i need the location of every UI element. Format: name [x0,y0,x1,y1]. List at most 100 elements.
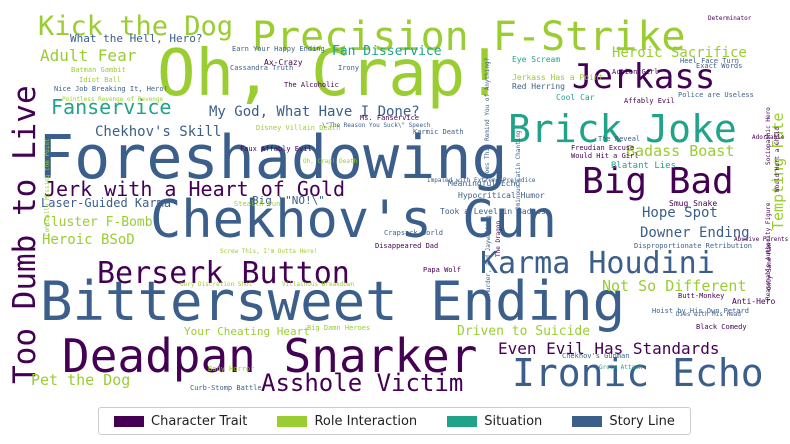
word-cloud-word: Fan Disservice [332,44,442,59]
word-cloud-word: Cassandra Truth [230,64,293,72]
word-cloud-word: Precision F-Strike [252,14,685,60]
word-cloud-word: Faux Affably Evil [240,145,312,153]
word-cloud-word: Only Sane Man [766,243,773,290]
word-cloud-word: Does This Remind You of Anything? [484,57,491,177]
legend-swatch-role-interaction [277,415,308,427]
word-cloud-word: Badass Boast [626,142,734,160]
word-cloud-word: Foreshadowing [38,123,508,193]
legend-swatch-story-line [572,415,603,427]
legend-label-story-line: Story Line [609,413,675,429]
word-cloud-word: Gory Discretion Shot [180,281,253,288]
word-cloud-word: Comically Missing the Point [44,138,51,236]
word-cloud-word: Even Evil Has Standards [498,339,720,358]
word-cloud-word: Action Girl [612,68,658,76]
word-cloud-word: Too Dumb to Live [7,85,43,384]
word-cloud-word: Heroic BSoD [42,232,135,248]
word-cloud-word: Deadpan Snarker [62,329,477,383]
legend: Character Trait Role Interaction Situati… [98,407,691,435]
word-cloud-word: Disney Villain Death [256,124,340,132]
word-cloud-word: Disappeared Dad [375,242,438,250]
word-cloud-word: Papa Wolf [423,266,461,274]
word-cloud-word: Body Horror [208,365,254,373]
word-cloud-word: Big \"NO!\" [252,194,325,207]
word-cloud-word: Would Hit a Girl [571,152,638,160]
word-cloud-word: \"The Reason You Suck\" Speech [322,122,431,129]
word-cloud-word: Ironic Echo [512,351,764,395]
word-cloud-word: The Alcoholic [284,81,339,89]
word-cloud-word: Driven to Suicide [457,324,590,339]
word-cloud-word: Sociopathic Hero [765,107,772,165]
word-cloud-word: Jerkass Has a Point [512,73,604,82]
word-cloud-word: Villainous Breakdown [282,281,355,288]
word-cloud-word: Crapsack World [384,229,443,237]
word-cloud-word: Pointless Revenge of Revenge [62,96,164,103]
word-cloud-word: Your Cheating Heart [184,325,310,338]
word-cloud-word: Oh, Crap! Death [303,158,358,165]
word-cloud-word: Ax-Crazy [264,58,303,67]
word-cloud-word: Brick Joke [508,107,737,151]
word-cloud-word: Laser-Guided Karma [41,196,171,210]
word-cloud-word: Took a Level in Badass [440,207,546,216]
word-cloud-word: Heroic Sacrifice [612,45,747,61]
word-cloud-word: Karma Houdini [480,246,715,281]
word-cloud-word: My God, What Have I Done? [209,104,420,120]
word-cloud-word: Kick the Dog [38,11,233,42]
word-cloud-word: Anti-Hero [732,297,776,306]
word-cloud-word: Impaled with Extreme Prejudice [427,177,536,184]
word-cloud-word: Groin Attack [599,364,643,371]
word-cloud-word: Black Comedy [696,323,747,331]
word-cloud-word: Earn Your Happy Ending [232,45,325,53]
word-cloud-word: Meaningful Echo [448,179,520,188]
legend-item-story-line: Story Line [572,414,675,429]
word-cloud-word: Karmic Death [413,128,464,136]
word-cloud-word: Cluster F-Bomb [43,215,153,230]
word-cloud-word: Arson, Murder, and Jaywalking [485,215,492,320]
word-cloud-word: Big Damn Heroes [307,324,370,332]
word-cloud-word: Police are Useless [678,91,754,99]
legend-label-situation: Situation [484,413,543,429]
word-cloud-word: Asshole Victim [261,369,463,397]
word-cloud-word: What the Hell, Hero? [70,32,202,45]
word-cloud-word: Ominous Latin Chanting [515,130,522,210]
word-cloud-word: Ms. Fanservice [360,114,419,122]
word-cloud-word: Chekhov's Gunman [562,352,629,360]
legend-item-character-trait: Character Trait [114,414,247,429]
word-cloud-word: Bittersweet Ending [40,270,625,333]
word-cloud-word: The Reveal [598,135,640,143]
word-cloud-word: Dies with His Head [676,311,741,318]
word-cloud-word: Screw This, I'm Outta Here! [220,248,318,255]
word-cloud-word: Heel Face Turn [680,57,739,65]
word-cloud-word: Stealth Pun [234,200,280,208]
word-cloud-word: Adorkable [752,134,785,141]
word-cloud-word: Exact Words [696,62,742,70]
word-cloud-word: The Dragon [495,220,502,257]
word-cloud-word: Downer Ending [640,225,750,241]
word-cloud-word: Big Bad [582,161,734,202]
word-cloud-word: Nice Job Breaking It, Hero! [54,85,168,93]
word-cloud-word: Disproportionate Retribution [634,242,752,250]
word-cloud-word: Idiot Ball [79,76,121,84]
word-cloud-word: Chekhov's Gun [150,190,557,250]
word-cloud-word: Red Herring [512,82,565,91]
word-cloud-word: Adult Fear [40,46,137,65]
word-cloud-word: Abusive Parents [734,236,789,243]
word-cloud-word: Curb-Stomp Battle [190,384,262,392]
word-cloud-word: Reasonable Authority Figure [765,202,772,300]
legend-label-role-interaction: Role Interaction [314,413,418,429]
word-cloud-word: Jerkass [572,57,715,97]
word-cloud-word: Hypocritical Humor [458,191,545,200]
legend-item-role-interaction: Role Interaction [277,414,417,429]
word-cloud-word: Eye Scream [512,55,560,64]
legend-swatch-situation [447,415,478,427]
word-cloud-word: Tempting Fate [769,113,787,230]
word-cloud-word: Irony [338,64,359,72]
word-cloud-word: Batman Gambit [71,66,126,74]
word-cloud-word: Determinator [708,15,752,22]
legend-label-character-trait: Character Trait [151,413,248,429]
word-cloud-word: Chekhov's Skill [95,124,221,140]
legend-swatch-character-trait [114,415,145,427]
word-cloud-word: Smug Snake [669,199,717,208]
word-cloud-word: Oh, Crap! [157,37,504,111]
word-cloud-word: Not So Different [602,277,747,295]
legend-item-situation: Situation [447,414,542,429]
